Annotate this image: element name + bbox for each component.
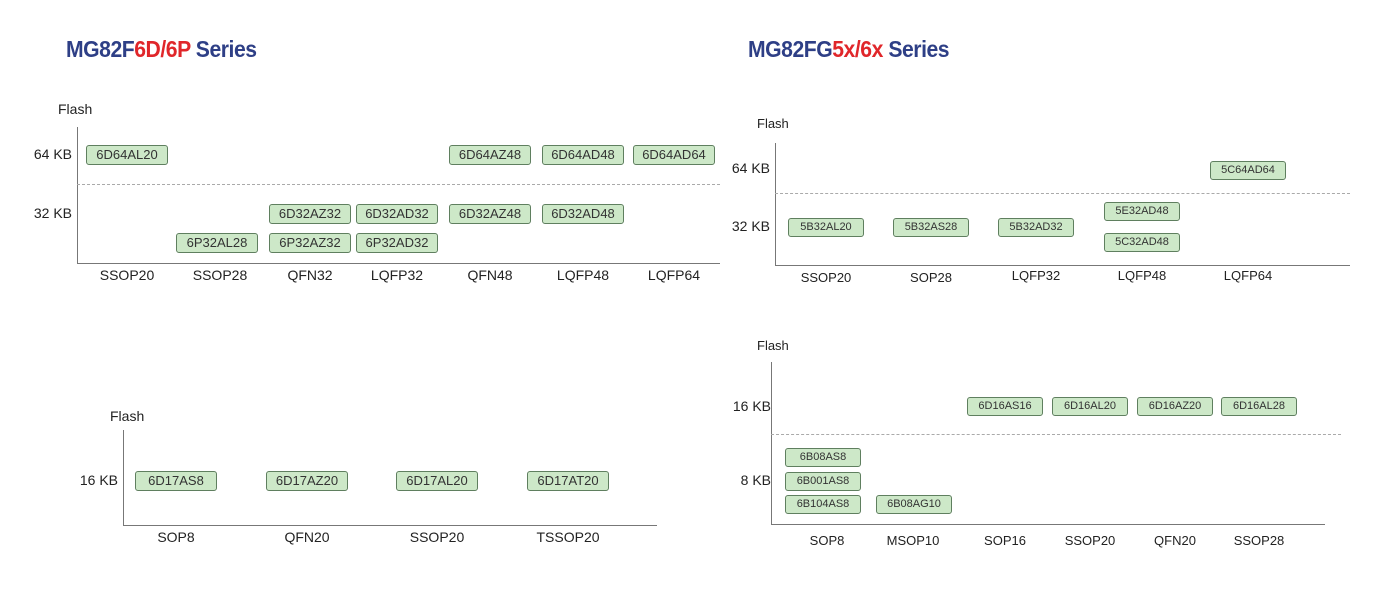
part-chip: 6B104AS8: [785, 495, 861, 514]
x-label: SOP16: [984, 533, 1026, 548]
x-label: LQFP32: [370, 267, 424, 283]
part-chip: 6D64AD64: [633, 145, 715, 165]
y-axis: [771, 362, 772, 524]
title-highlight: 6D/6P: [134, 36, 191, 62]
divider-line: [775, 193, 1350, 194]
part-chip: 6D64AD48: [542, 145, 624, 165]
divider-line: [771, 434, 1341, 435]
x-label: LQFP64: [647, 267, 701, 283]
part-chip: 6D16AL28: [1221, 397, 1297, 416]
x-label: QFN48: [467, 267, 513, 283]
axis-label-flash: Flash: [110, 408, 145, 424]
x-label: LQFP64: [1223, 268, 1273, 283]
x-label: SSOP28: [192, 267, 248, 283]
part-chip: 6D32AZ32: [269, 204, 351, 224]
part-chip: 6D17AZ20: [266, 471, 348, 491]
x-axis: [771, 524, 1325, 525]
part-chip: 6D32AZ48: [449, 204, 531, 224]
x-label: MSOP10: [886, 533, 940, 548]
part-chip: 5C32AD48: [1104, 233, 1180, 252]
axis-label-flash: Flash: [58, 101, 93, 117]
part-chip: 6D16AL20: [1052, 397, 1128, 416]
y-label: 64 KB: [33, 146, 72, 162]
right-series-title: MG82FG5x/6x Series: [748, 36, 950, 63]
part-chip: 6P32AL28: [176, 233, 258, 253]
x-label: SSOP20: [409, 529, 465, 545]
x-label: LQFP48: [556, 267, 610, 283]
x-label: SSOP20: [800, 270, 852, 285]
y-label: 8 KB: [740, 472, 771, 488]
x-label: QFN32: [287, 267, 333, 283]
x-label: QFN20: [1154, 533, 1196, 548]
x-label: SSOP20: [99, 267, 155, 283]
part-chip: 5B32AD32: [998, 218, 1074, 237]
part-chip: 6D17AS8: [135, 471, 217, 491]
title-highlight: 5x/6x: [832, 36, 883, 62]
x-label: TSSOP20: [536, 529, 600, 545]
part-chip: 6D32AD48: [542, 204, 624, 224]
divider-line: [77, 184, 720, 185]
part-chip: 6B001AS8: [785, 472, 861, 491]
part-chip: 6D16AZ20: [1137, 397, 1213, 416]
axis-label-flash: Flash: [757, 116, 789, 131]
x-axis: [77, 263, 720, 264]
x-label: SOP28: [910, 270, 952, 285]
part-chip: 5E32AD48: [1104, 202, 1180, 221]
x-label: SSOP28: [1233, 533, 1285, 548]
x-label: LQFP32: [1011, 268, 1061, 283]
title-prefix: MG82FG: [748, 36, 833, 62]
part-chip: 5B32AS28: [893, 218, 969, 237]
part-chip: 6D32AD32: [356, 204, 438, 224]
part-chip: 6P32AD32: [356, 233, 438, 253]
part-chip: 6D17AL20: [396, 471, 478, 491]
part-chip: 5B32AL20: [788, 218, 864, 237]
y-label: 16 KB: [732, 398, 771, 414]
y-label: 32 KB: [731, 218, 770, 234]
part-chip: 6P32AZ32: [269, 233, 351, 253]
part-chip: 5C64AD64: [1210, 161, 1286, 180]
part-chip: 6D17AT20: [527, 471, 609, 491]
title-prefix: MG82F: [66, 36, 135, 62]
part-chip: 6D64AL20: [86, 145, 168, 165]
x-label: LQFP48: [1117, 268, 1167, 283]
y-label: 16 KB: [79, 472, 118, 488]
left-series-title: MG82F6D/6P Series: [66, 36, 257, 63]
part-chip: 6D16AS16: [967, 397, 1043, 416]
y-label: 64 KB: [731, 160, 770, 176]
title-suffix: Series: [882, 36, 950, 62]
y-axis: [775, 143, 776, 265]
part-chip: 6B08AG10: [876, 495, 952, 514]
x-axis: [123, 525, 657, 526]
part-chip: 6B08AS8: [785, 448, 861, 467]
y-axis: [123, 430, 124, 525]
x-label: SOP8: [809, 533, 845, 548]
x-axis: [775, 265, 1350, 266]
x-label: QFN20: [284, 529, 330, 545]
y-axis: [77, 127, 78, 263]
x-label: SSOP20: [1064, 533, 1116, 548]
title-suffix: Series: [190, 36, 257, 62]
part-chip: 6D64AZ48: [449, 145, 531, 165]
axis-label-flash: Flash: [757, 338, 789, 353]
y-label: 32 KB: [33, 205, 72, 221]
x-label: SOP8: [157, 529, 195, 545]
